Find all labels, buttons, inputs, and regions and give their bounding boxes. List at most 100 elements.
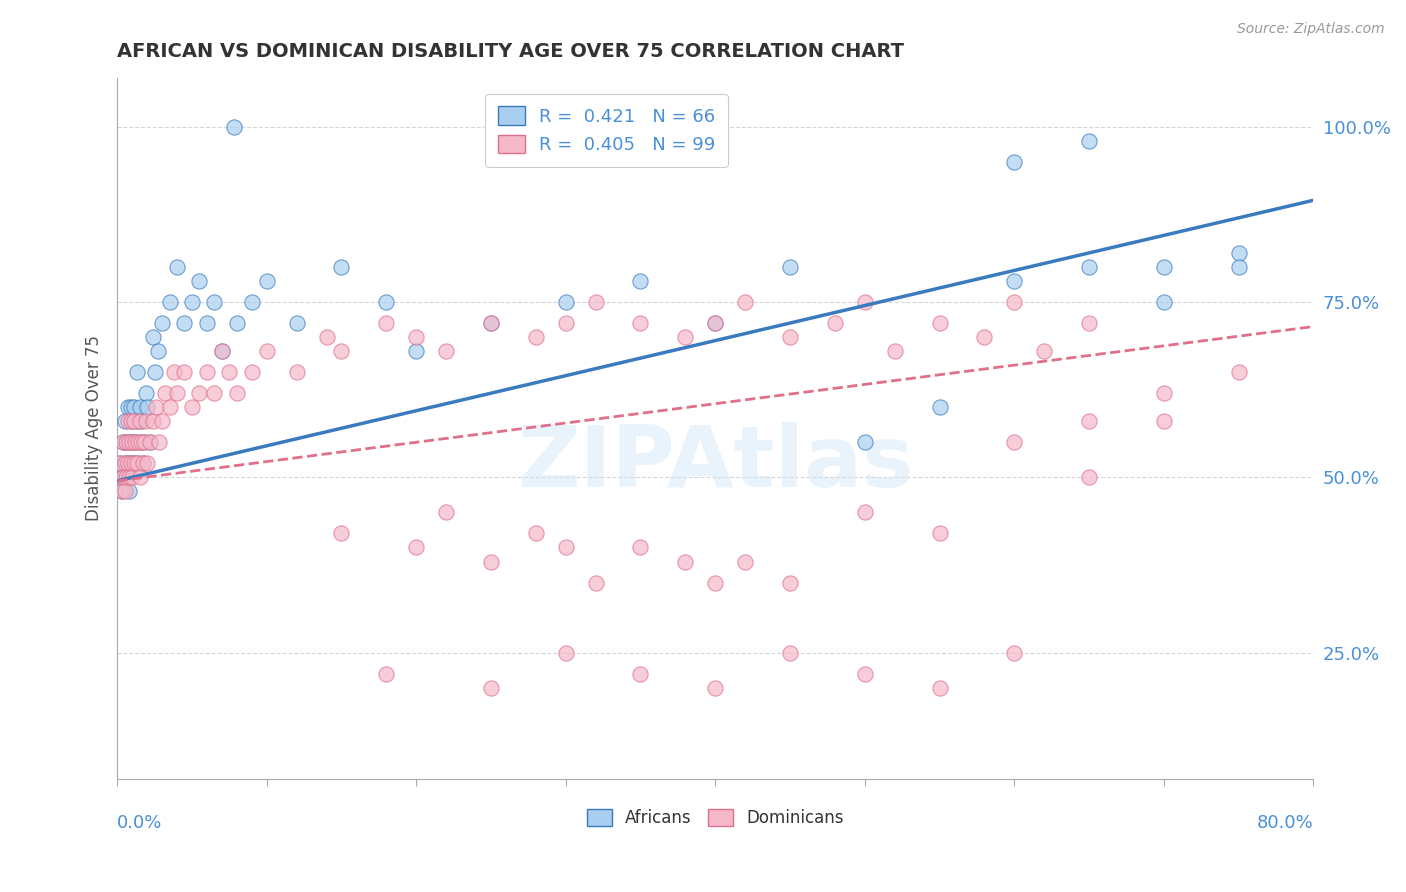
Point <box>122 401 145 415</box>
Point <box>434 505 457 519</box>
Point <box>1078 316 1101 330</box>
Point <box>136 456 159 470</box>
Text: 0.0%: 0.0% <box>117 814 163 832</box>
Point <box>630 316 652 330</box>
Point <box>195 316 218 330</box>
Point <box>120 456 142 470</box>
Point <box>139 435 162 450</box>
Point <box>112 470 135 484</box>
Point <box>1153 295 1175 310</box>
Point <box>211 344 233 359</box>
Point <box>211 344 233 359</box>
Point <box>188 274 211 288</box>
Point <box>734 554 756 568</box>
Point <box>630 541 652 555</box>
Point <box>145 401 167 415</box>
Point <box>124 435 146 450</box>
Point <box>135 414 157 428</box>
Point <box>125 414 148 428</box>
Point <box>146 344 169 359</box>
Point <box>122 456 145 470</box>
Point <box>122 414 145 428</box>
Point <box>1078 134 1101 148</box>
Point <box>222 120 245 134</box>
Point <box>118 435 141 450</box>
Point <box>285 316 308 330</box>
Point <box>285 365 308 379</box>
Point <box>114 456 136 470</box>
Point <box>108 456 131 470</box>
Point <box>585 575 607 590</box>
Point <box>125 365 148 379</box>
Point <box>853 666 876 681</box>
Text: 80.0%: 80.0% <box>1257 814 1313 832</box>
Point <box>142 330 165 344</box>
Point <box>131 456 153 470</box>
Point <box>853 435 876 450</box>
Point <box>928 316 950 330</box>
Text: Source: ZipAtlas.com: Source: ZipAtlas.com <box>1237 22 1385 37</box>
Point <box>479 681 502 695</box>
Point <box>118 470 141 484</box>
Point <box>173 316 195 330</box>
Point <box>330 260 353 274</box>
Point <box>173 365 195 379</box>
Point <box>120 401 142 415</box>
Point <box>779 646 801 660</box>
Point <box>225 386 247 401</box>
Point <box>108 456 131 470</box>
Point <box>315 330 337 344</box>
Point <box>132 435 155 450</box>
Point <box>225 316 247 330</box>
Point <box>181 401 204 415</box>
Point <box>121 470 143 484</box>
Point <box>120 414 142 428</box>
Point <box>928 526 950 541</box>
Point <box>124 435 146 450</box>
Point <box>554 316 576 330</box>
Point <box>1002 646 1025 660</box>
Point <box>114 484 136 499</box>
Point <box>1078 414 1101 428</box>
Point <box>132 435 155 450</box>
Point <box>128 470 150 484</box>
Point <box>128 401 150 415</box>
Point <box>121 435 143 450</box>
Point <box>135 386 157 401</box>
Point <box>117 456 139 470</box>
Point <box>883 344 905 359</box>
Point <box>118 435 141 450</box>
Point <box>554 646 576 660</box>
Point <box>128 414 150 428</box>
Point <box>256 344 278 359</box>
Point <box>479 554 502 568</box>
Point <box>1227 260 1250 274</box>
Point <box>704 316 727 330</box>
Point <box>150 316 173 330</box>
Point <box>434 344 457 359</box>
Point <box>159 401 181 415</box>
Point <box>129 414 152 428</box>
Point <box>121 414 143 428</box>
Point <box>1033 344 1056 359</box>
Point <box>928 401 950 415</box>
Point <box>188 386 211 401</box>
Point <box>218 365 240 379</box>
Point <box>159 295 181 310</box>
Point <box>405 541 427 555</box>
Point <box>973 330 995 344</box>
Point <box>117 456 139 470</box>
Point <box>524 526 547 541</box>
Point <box>704 575 727 590</box>
Point <box>405 330 427 344</box>
Point <box>118 484 141 499</box>
Point <box>125 456 148 470</box>
Point <box>928 681 950 695</box>
Point <box>256 274 278 288</box>
Point <box>166 260 188 274</box>
Point <box>853 505 876 519</box>
Point <box>111 484 134 499</box>
Point <box>163 365 186 379</box>
Point <box>585 295 607 310</box>
Point <box>117 414 139 428</box>
